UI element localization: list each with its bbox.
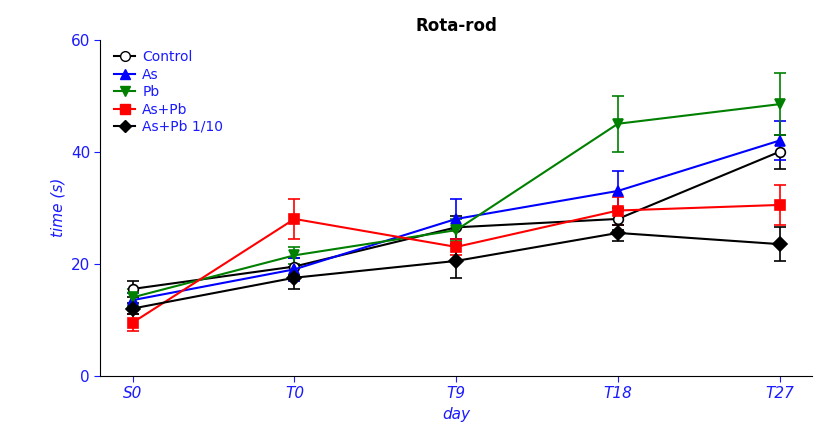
Title: Rota-rod: Rota-rod: [415, 17, 497, 35]
Legend: Control, As, Pb, As+Pb, As+Pb 1/10: Control, As, Pb, As+Pb, As+Pb 1/10: [115, 50, 223, 134]
Y-axis label: time (s): time (s): [50, 178, 65, 237]
X-axis label: day: day: [441, 407, 470, 422]
